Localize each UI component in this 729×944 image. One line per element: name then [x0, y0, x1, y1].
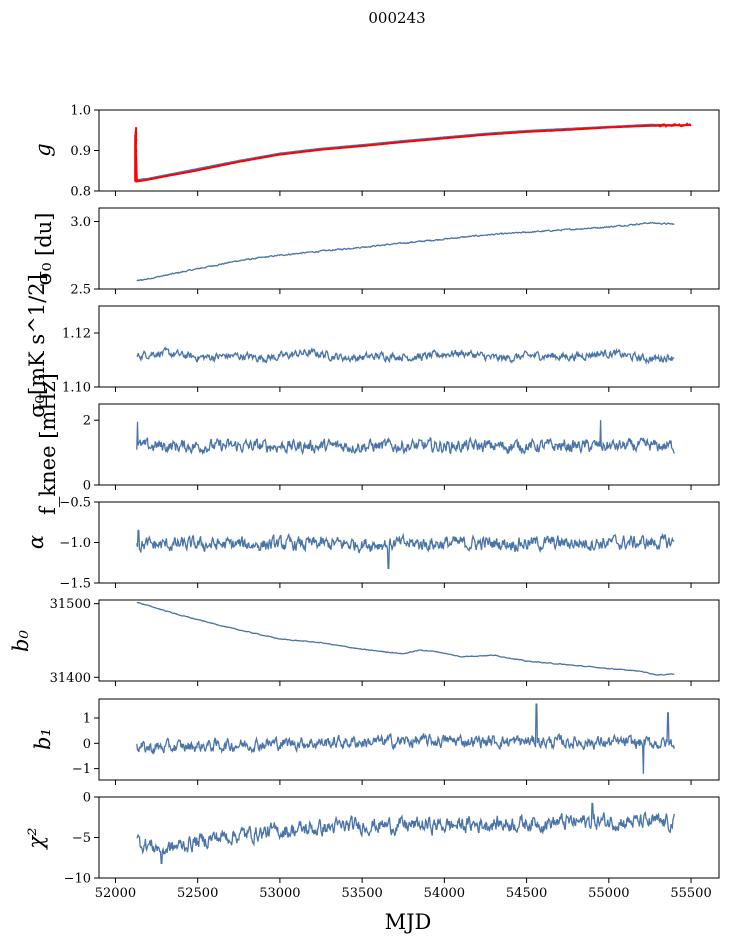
ytick-label: 0	[83, 791, 91, 806]
ytick-label: 0	[83, 479, 91, 494]
ytick-label: 1.0	[70, 104, 91, 119]
ytick-label: 1	[83, 711, 91, 726]
ytick-label: 31400	[50, 671, 91, 686]
ylabel-chi2: χ²	[24, 827, 48, 850]
ylabel-sigma0-mk: σ₀[mK s^1/2]	[25, 274, 49, 418]
ylabel-b0: b₀	[9, 629, 33, 651]
ytick-label: 0.8	[70, 185, 91, 200]
series-line	[136, 703, 675, 774]
ylabel-sigma0-du: σ₀ [du]	[32, 213, 56, 286]
ytick-label: 1.12	[62, 327, 91, 342]
axes-frame	[98, 403, 720, 486]
series-line	[136, 529, 675, 570]
xtick-label: 54500	[506, 886, 547, 901]
axes-frame	[98, 305, 720, 388]
axes-frame	[98, 109, 720, 192]
ytick-label: 0.9	[70, 144, 91, 159]
ytick-label: 0	[83, 737, 91, 752]
ylabel-fknee: f_knee [mHz]	[36, 373, 60, 515]
ytick-label: −1.0	[59, 536, 91, 551]
series-line	[136, 346, 675, 366]
xtick-label: 53000	[259, 886, 300, 901]
xtick-label: 53500	[341, 886, 382, 901]
axes-frame	[98, 796, 720, 879]
ytick-label: −0.5	[59, 496, 91, 511]
series-line	[136, 802, 675, 865]
series-line	[136, 420, 675, 456]
gain-tail-noise	[657, 122, 692, 128]
ylabel-alpha: α	[24, 535, 48, 549]
series-line-red	[135, 124, 691, 183]
xtick-label: 55000	[588, 886, 629, 901]
ytick-label: 3.0	[70, 215, 91, 230]
xtick-label: 55500	[670, 886, 711, 901]
axes-frame	[98, 207, 720, 290]
xtick-label: 52000	[95, 886, 136, 901]
series-line	[136, 601, 675, 676]
xtick-label: 52500	[177, 886, 218, 901]
axes-frame	[98, 599, 720, 682]
ytick-label: 31500	[50, 597, 91, 612]
ytick-label: −1.5	[59, 577, 91, 592]
ytick-label: 1.10	[62, 381, 91, 396]
ytick-label: −10	[64, 872, 91, 887]
series-line-blue	[135, 123, 675, 182]
xtick-label: 54000	[424, 886, 465, 901]
gain-spike	[134, 127, 138, 182]
ytick-label: −5	[72, 831, 91, 846]
ytick-label: −1	[72, 762, 91, 777]
ylabel-b1: b₁	[31, 728, 55, 750]
ytick-label: 2	[83, 414, 91, 429]
xlabel-mjd: MJD	[385, 910, 432, 934]
figure-title: 000243	[368, 9, 425, 27]
ytick-label: 2.5	[70, 283, 91, 298]
series-line	[136, 221, 675, 282]
ylabel-g: g	[31, 143, 55, 156]
axes-frame	[98, 698, 720, 781]
